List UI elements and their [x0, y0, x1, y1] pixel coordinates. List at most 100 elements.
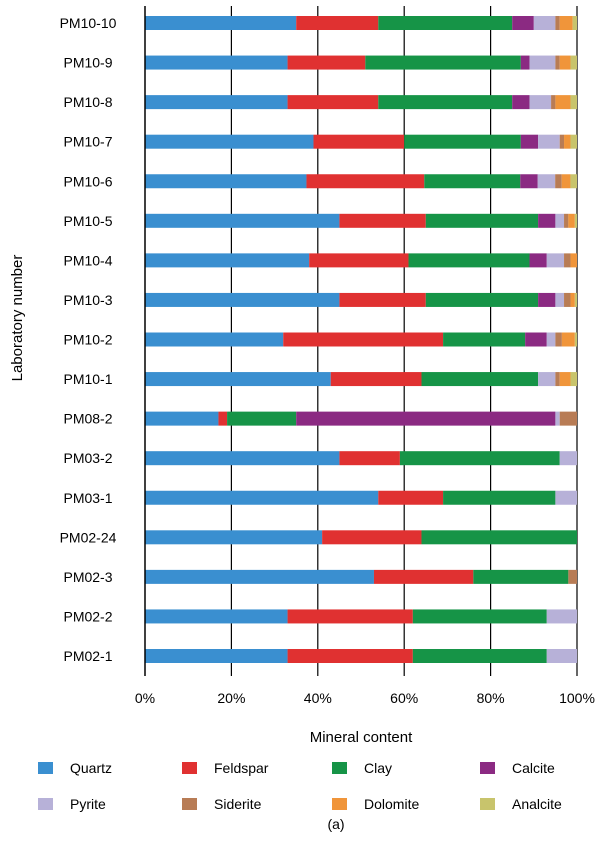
- bar-PM10-4-quartz: [145, 253, 310, 268]
- y-tick-label: PM02-24: [60, 529, 117, 545]
- bar-PM10-3-siderite: [564, 292, 571, 307]
- bar-PM08-2-pyrite: [555, 411, 560, 426]
- bar-PM02-3-siderite: [568, 569, 577, 584]
- bar-PM10-3-dolomite: [570, 292, 575, 307]
- bar-PM10-6-pyrite: [537, 174, 556, 189]
- legend-swatch: [38, 798, 53, 810]
- x-tick-label: 20%: [217, 690, 245, 706]
- bar-PM10-7-calcite: [520, 134, 539, 149]
- bar-PM03-2-feldspar: [339, 451, 400, 466]
- legend-label: Pyrite: [70, 796, 106, 812]
- legend-label: Dolomite: [364, 796, 419, 812]
- bar-PM10-9-pyrite: [529, 55, 556, 70]
- bar-PM10-6-clay: [424, 174, 521, 189]
- bar-PM10-8-siderite: [551, 95, 556, 110]
- legend-label: Analcite: [512, 796, 562, 812]
- legend-swatch: [480, 798, 495, 810]
- x-tick-label: 80%: [477, 690, 505, 706]
- bar-PM02-24-clay: [421, 530, 577, 545]
- bar-PM10-4-feldspar: [309, 253, 409, 268]
- bar-PM10-4-pyrite: [546, 253, 565, 268]
- bar-PM10-6-siderite: [555, 174, 562, 189]
- bar-PM02-24-feldspar: [322, 530, 422, 545]
- bar-PM02-3-quartz: [145, 569, 374, 584]
- bar-PM02-2-feldspar: [287, 609, 413, 624]
- bar-PM10-1-feldspar: [330, 372, 422, 387]
- x-tick-label: 60%: [390, 690, 418, 706]
- bar-PM10-6-calcite: [520, 174, 538, 189]
- legend-label: Quartz: [70, 760, 112, 776]
- bar-PM08-2-quartz: [145, 411, 219, 426]
- bar-PM10-5-feldspar: [339, 213, 426, 228]
- bar-PM10-10-dolomite: [559, 16, 573, 30]
- figure-caption: (a): [327, 816, 344, 832]
- bar-PM10-2-clay: [443, 332, 526, 347]
- bar-PM10-7-quartz: [145, 134, 314, 149]
- x-axis-title: Mineral content: [310, 729, 413, 746]
- legend-swatch: [480, 762, 495, 774]
- bar-PM10-3-feldspar: [339, 292, 426, 307]
- bar-PM10-3-calcite: [538, 292, 556, 307]
- y-tick-label: PM02-2: [63, 608, 112, 624]
- bar-PM10-2-feldspar: [283, 332, 444, 347]
- bars: [145, 16, 577, 663]
- bar-PM10-10-siderite: [555, 16, 560, 30]
- x-tick-label: 100%: [559, 690, 595, 706]
- legend-swatch: [332, 798, 347, 810]
- legend-item-calcite: Calcite: [480, 760, 555, 776]
- bar-PM10-8-quartz: [145, 95, 288, 110]
- bar-PM03-1-feldspar: [378, 490, 444, 505]
- y-tick-label: PM10-6: [63, 173, 112, 189]
- bar-PM10-9-quartz: [145, 55, 288, 70]
- bar-PM08-2-calcite: [296, 411, 556, 426]
- bar-PM10-8-dolomite: [555, 95, 571, 110]
- bar-PM10-7-analcite: [570, 134, 577, 149]
- bar-PM02-1-clay: [412, 649, 547, 663]
- y-tick-label: PM10-7: [63, 134, 112, 150]
- y-tick-label: PM10-3: [63, 292, 112, 308]
- bar-PM10-8-pyrite: [529, 95, 552, 110]
- bar-PM02-2-pyrite: [546, 609, 577, 624]
- legend-item-quartz: Quartz: [38, 760, 112, 776]
- bar-PM10-7-feldspar: [313, 134, 405, 149]
- bar-PM08-2-clay: [227, 411, 297, 426]
- bar-PM10-3-clay: [425, 292, 539, 307]
- bar-PM10-1-siderite: [555, 372, 560, 387]
- bar-PM10-6-dolomite: [561, 174, 571, 189]
- bar-PM03-1-quartz: [145, 490, 379, 505]
- bar-PM10-7-siderite: [559, 134, 565, 149]
- y-tick-label: PM08-2: [63, 411, 112, 427]
- bar-PM10-1-clay: [421, 372, 539, 387]
- bar-PM10-10-calcite: [512, 16, 534, 30]
- bar-PM10-4-siderite: [564, 253, 571, 268]
- bar-PM10-5-siderite: [564, 213, 569, 228]
- bar-PM08-2-feldspar: [218, 411, 228, 426]
- bar-PM10-2-dolomite: [561, 332, 575, 347]
- y-tick-label: PM03-1: [63, 490, 112, 506]
- bar-PM10-2-pyrite: [546, 332, 556, 347]
- bar-PM10-7-dolomite: [564, 134, 571, 149]
- y-tick-label: PM10-8: [63, 94, 112, 110]
- bar-PM02-3-feldspar: [373, 569, 474, 584]
- bar-PM10-9-calcite: [520, 55, 530, 70]
- bar-PM10-7-pyrite: [538, 134, 560, 149]
- bar-PM10-1-pyrite: [538, 372, 556, 387]
- bar-PM10-5-quartz: [145, 213, 340, 228]
- y-tick-label: PM10-2: [63, 332, 112, 348]
- bar-PM10-1-quartz: [145, 372, 331, 387]
- bar-PM10-8-clay: [378, 95, 513, 110]
- bar-PM10-3-quartz: [145, 292, 340, 307]
- legend-item-feldspar: Feldspar: [182, 760, 269, 776]
- legend-label: Siderite: [214, 796, 262, 812]
- bar-PM10-6-analcite: [570, 174, 577, 189]
- bar-PM10-5-calcite: [538, 213, 556, 228]
- bar-PM10-2-calcite: [525, 332, 547, 347]
- legend: Quartz Feldspar Clay Calcite Pyrite Siderite D…: [38, 760, 562, 812]
- legend-swatch: [38, 762, 53, 774]
- bar-PM02-3-clay: [473, 569, 569, 584]
- bar-PM10-5-pyrite: [555, 213, 565, 228]
- bar-PM10-2-analcite: [574, 332, 577, 347]
- legend-item-analcite: Analcite: [480, 796, 562, 812]
- y-tick-label: PM10-9: [63, 55, 112, 71]
